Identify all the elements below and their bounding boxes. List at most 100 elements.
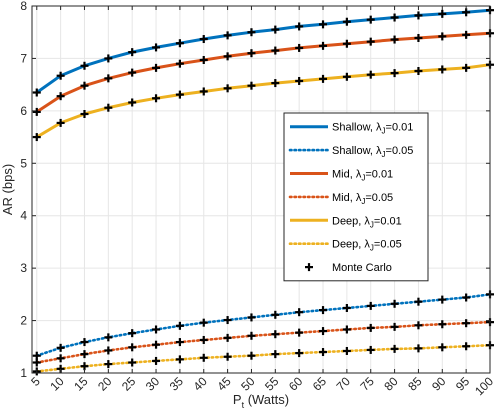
monte-carlo-marker [366, 323, 375, 332]
monte-carlo-marker [390, 344, 399, 353]
monte-carlo-marker [175, 90, 184, 99]
monte-carlo-marker [271, 330, 280, 339]
monte-carlo-marker [223, 316, 232, 325]
monte-carlo-marker [223, 352, 232, 361]
monte-carlo-marker [32, 107, 41, 116]
monte-carlo-marker [152, 340, 161, 349]
monte-carlo-marker [128, 358, 137, 367]
monte-carlo-marker [199, 56, 208, 65]
monte-carlo-marker [104, 74, 113, 83]
monte-carlo-marker [414, 67, 423, 76]
monte-carlo-marker [247, 81, 256, 90]
monte-carlo-marker [319, 306, 328, 315]
monte-carlo-marker [56, 118, 65, 127]
legend-label: Deep, λJ=0.01 [332, 215, 402, 229]
plot-frame [31, 5, 491, 374]
monte-carlo-marker [56, 343, 65, 352]
x-tick-label: 45 [214, 374, 234, 394]
monte-carlo-marker [104, 360, 113, 369]
x-tick-label: 35 [167, 374, 187, 394]
legend-label-monte-carlo: Monte Carlo [332, 262, 392, 274]
monte-carlo-marker [462, 319, 471, 328]
monte-carlo-marker [438, 343, 447, 352]
y-tick-label: 7 [20, 51, 27, 65]
monte-carlo-marker [152, 356, 161, 365]
monte-carlo-marker [295, 328, 304, 337]
monte-carlo-marker [438, 32, 447, 41]
monte-carlo-marker [56, 354, 65, 363]
monte-carlo-marker [128, 68, 137, 77]
monte-carlo-marker [342, 346, 351, 355]
x-tick-label: 10 [47, 374, 67, 394]
monte-carlo-marker [390, 299, 399, 308]
monte-carlo-marker [32, 88, 41, 97]
monte-carlo-marker [366, 37, 375, 46]
monte-carlo-marker [199, 318, 208, 327]
monte-carlo-marker [366, 15, 375, 24]
legend-label: Shallow, λJ=0.05 [332, 145, 413, 159]
monte-carlo-marker [175, 338, 184, 347]
monte-carlo-marker [80, 350, 89, 359]
monte-carlo-marker [104, 333, 113, 342]
monte-carlo-marker [175, 321, 184, 330]
monte-carlo-marker [438, 320, 447, 329]
x-tick-label: 25 [119, 374, 139, 394]
monte-carlo-marker [295, 349, 304, 358]
monte-carlo-marker [271, 350, 280, 359]
monte-carlo-marker [80, 362, 89, 371]
monte-carlo-marker [247, 331, 256, 340]
monte-carlo-marker [104, 103, 113, 112]
x-tick-label: 75 [358, 374, 378, 394]
monte-carlo-marker [438, 65, 447, 74]
monte-carlo-marker [414, 321, 423, 330]
monte-carlo-marker [32, 351, 41, 360]
monte-carlo-marker [175, 355, 184, 364]
monte-carlo-marker [199, 35, 208, 44]
monte-carlo-marker [295, 76, 304, 85]
monte-carlo-marker [414, 344, 423, 353]
monte-carlo-marker [366, 345, 375, 354]
x-tick-label: 55 [262, 374, 282, 394]
monte-carlo-marker [199, 335, 208, 344]
x-axis-label: Pt (Watts) [233, 392, 289, 408]
monte-carlo-marker [223, 333, 232, 342]
legend-label: Mid, λJ=0.01 [332, 169, 393, 183]
y-tick-label: 1 [20, 366, 27, 380]
monte-carlo-marker [199, 353, 208, 362]
monte-carlo-marker [462, 30, 471, 39]
monte-carlo-marker [80, 61, 89, 70]
monte-carlo-marker [342, 39, 351, 48]
monte-carlo-marker [56, 71, 65, 80]
monte-carlo-marker [152, 43, 161, 52]
monte-carlo-marker [247, 313, 256, 322]
monte-carlo-marker [390, 69, 399, 78]
x-axis-label-unit: (Watts) [244, 392, 289, 407]
monte-carlo-marker [295, 43, 304, 52]
monte-carlo-marker [319, 327, 328, 336]
monte-carlo-marker [414, 297, 423, 306]
ticks [32, 5, 491, 374]
monte-carlo-marker [390, 322, 399, 331]
monte-carlo-marker [342, 72, 351, 81]
y-tick-label: 2 [20, 314, 27, 328]
monte-carlo-marker [128, 329, 137, 338]
x-tick-label: 70 [334, 374, 354, 394]
monte-carlo-marker [271, 46, 280, 55]
monte-carlo-marker [390, 35, 399, 44]
monte-carlo-marker [152, 94, 161, 103]
y-tick-label: 3 [20, 261, 27, 275]
legend: Shallow, λJ=0.01 Shallow, λJ=0.05 Mid, λJ=… [283, 112, 429, 282]
y-tick-label: 5 [20, 156, 27, 170]
monte-carlo-marker [152, 63, 161, 72]
monte-carlo-marker [295, 22, 304, 31]
monte-carlo-marker [223, 84, 232, 93]
monte-carlo-marker [319, 41, 328, 50]
monte-carlo-marker [342, 303, 351, 312]
monte-carlo-marker [80, 110, 89, 119]
legend-label: Shallow, λJ=0.01 [332, 122, 413, 136]
monte-carlo-marker [295, 308, 304, 317]
monte-carlo-marker [247, 49, 256, 58]
monte-carlo-marker [462, 63, 471, 72]
y-axis-label: AR (bps) [0, 164, 15, 215]
